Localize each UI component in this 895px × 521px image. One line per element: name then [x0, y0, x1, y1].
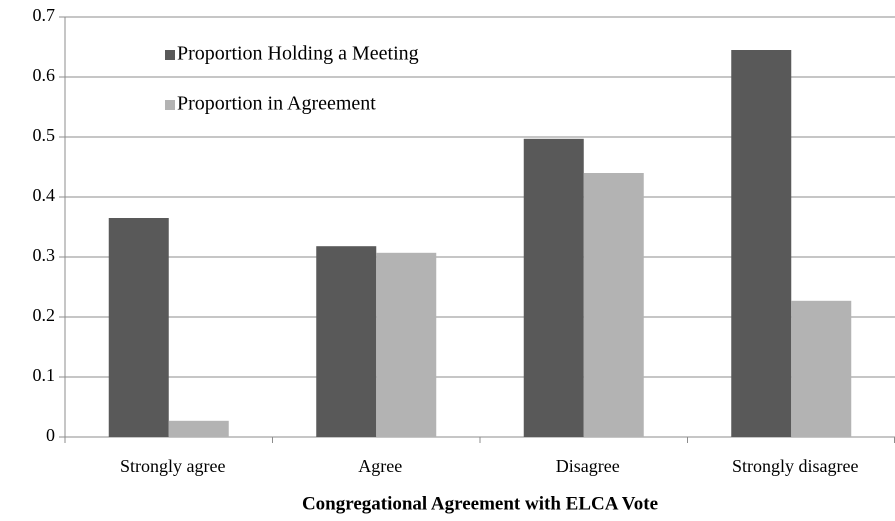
y-tick-label: 0.3 — [33, 245, 56, 265]
y-tick-label: 0.6 — [33, 65, 56, 85]
bar — [108, 218, 169, 437]
bar — [791, 300, 852, 437]
bar — [583, 173, 644, 437]
x-tick-label: Strongly disagree — [732, 456, 858, 476]
bar — [168, 420, 229, 437]
bar — [523, 138, 584, 438]
bar — [316, 246, 377, 437]
bar — [376, 252, 437, 437]
legend-label: Proportion Holding a Meeting — [177, 43, 419, 65]
legend-swatch — [165, 50, 175, 60]
x-axis-title: Congregational Agreement with ELCA Vote — [302, 493, 658, 514]
y-tick-label: 0.7 — [33, 5, 56, 25]
x-tick-label: Strongly agree — [120, 456, 225, 476]
y-tick-label: 0.4 — [33, 185, 56, 205]
legend-label: Proportion in Agreement — [177, 93, 376, 115]
y-tick-label: 0.2 — [33, 305, 56, 325]
x-tick-label: Disagree — [556, 456, 620, 476]
y-tick-label: 0 — [46, 425, 55, 445]
bar — [731, 50, 792, 437]
y-tick-label: 0.5 — [33, 125, 56, 145]
y-tick-label: 0.1 — [33, 365, 56, 385]
x-tick-label: Agree — [358, 456, 402, 476]
legend-swatch — [165, 100, 175, 110]
